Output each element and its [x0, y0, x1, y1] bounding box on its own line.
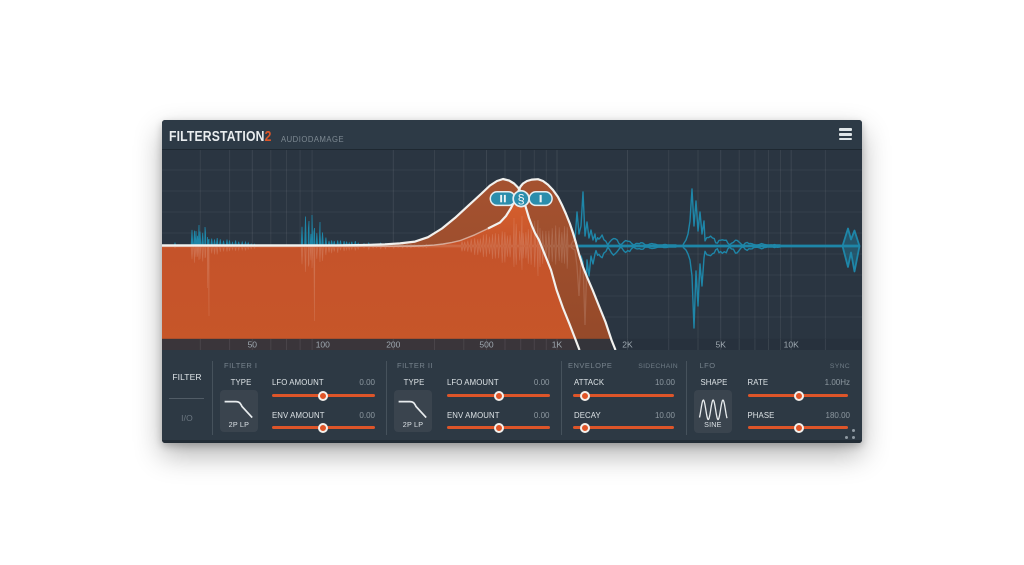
svg-text:§: §: [517, 191, 524, 206]
svg-text:2K: 2K: [622, 340, 633, 350]
svg-text:100: 100: [316, 340, 330, 350]
svg-text:5K: 5K: [715, 340, 726, 350]
svg-text:500: 500: [479, 340, 493, 350]
svg-text:200: 200: [386, 340, 400, 350]
svg-text:1K: 1K: [552, 340, 563, 350]
svg-text:50: 50: [248, 340, 258, 350]
svg-text:10K: 10K: [784, 340, 799, 350]
